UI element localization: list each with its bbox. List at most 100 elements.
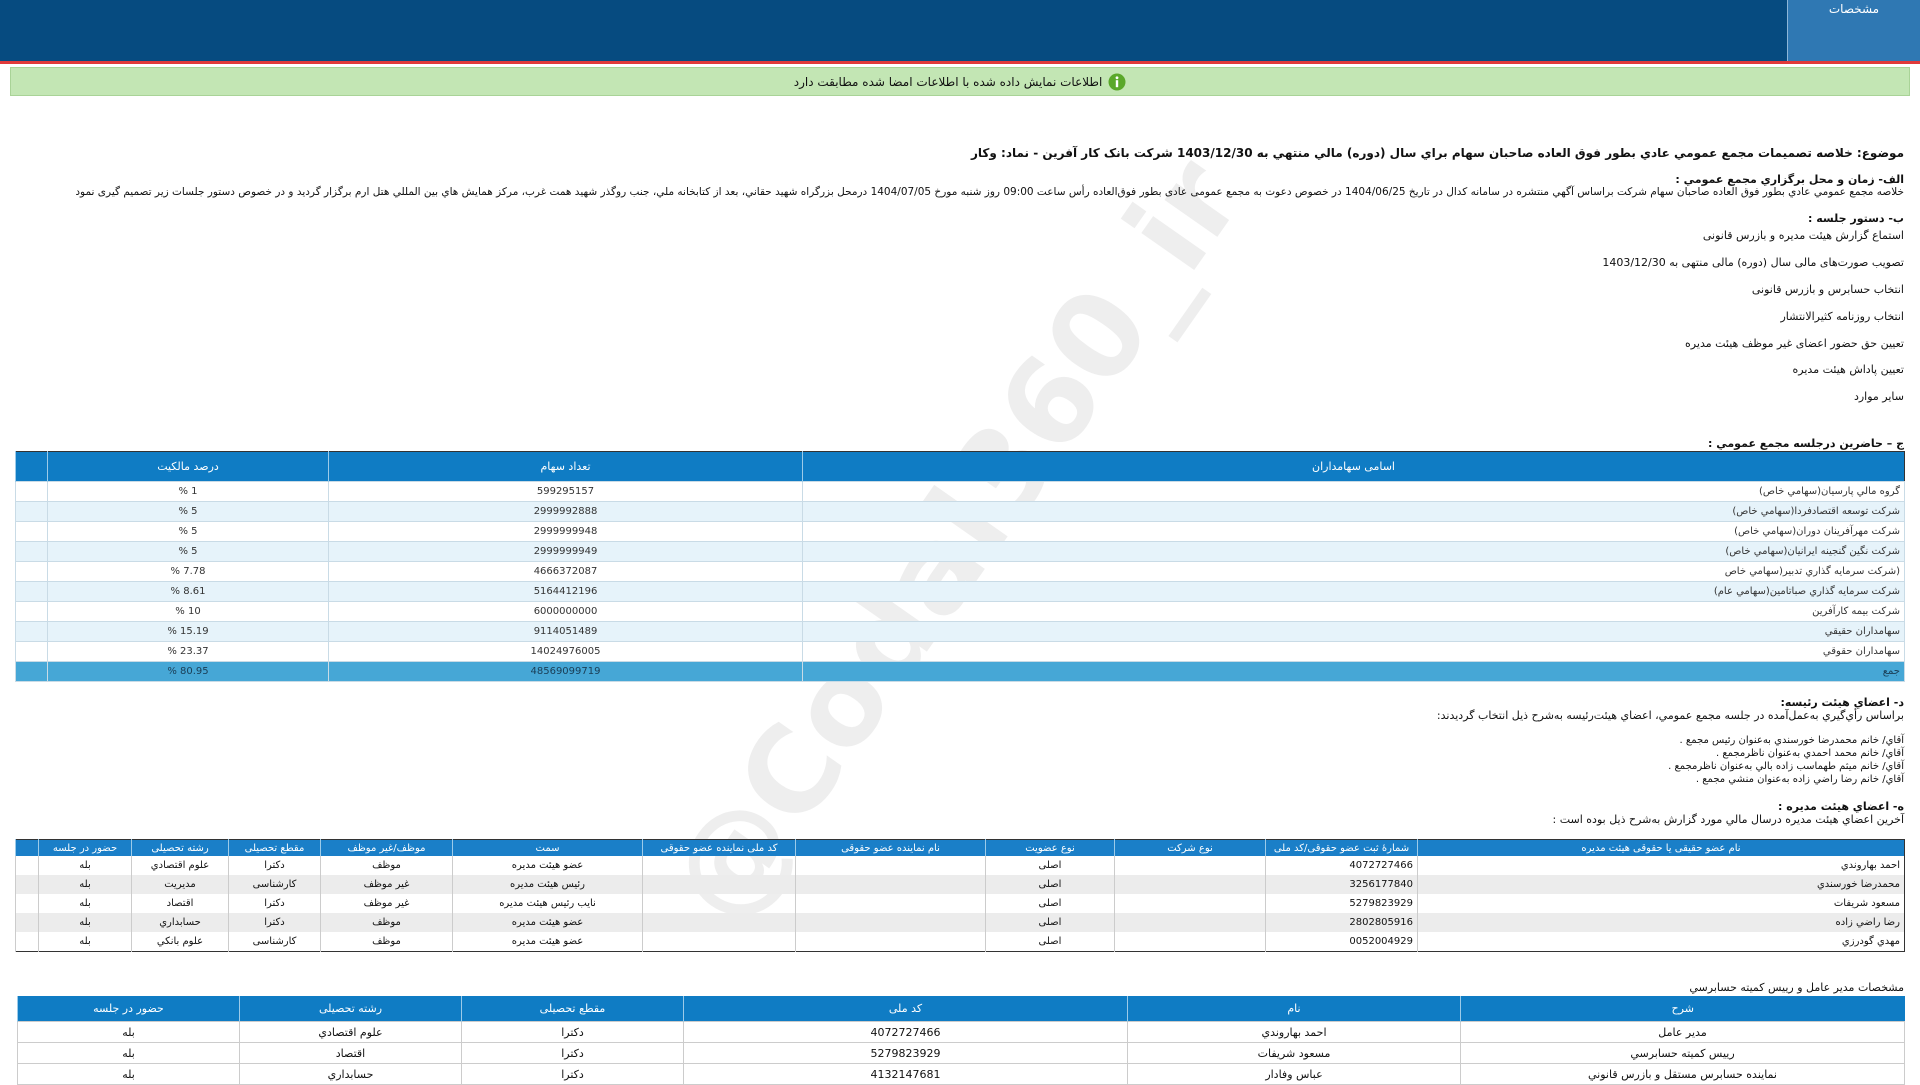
table-cell — [642, 932, 796, 952]
notice-text: اطلاعات نمایش داده شده با اطلاعات امضا ش… — [793, 74, 1103, 89]
top-bar — [0, 0, 1920, 64]
table-cell: مديريت — [131, 875, 229, 894]
table-cell: بله — [17, 1063, 240, 1085]
table-cell — [1114, 913, 1266, 932]
table-row: شرکت بيمه کارآفرين 6000000000 10 % — [15, 601, 1905, 622]
table-row: شرکت نگين گنجينه ايرانيان(سهامي خاص) 2999… — [15, 541, 1905, 562]
blank-cell — [15, 894, 39, 913]
verification-notice: اطلاعات نمایش داده شده با اطلاعات امضا ش… — [10, 67, 1910, 96]
table-cell: سهامداران حقوقي — [802, 641, 1905, 662]
table-cell: 599295157 — [328, 481, 803, 502]
column-header: رشته تحصیلی — [131, 839, 229, 856]
table-cell: 5279823929 — [1265, 894, 1418, 913]
presiding-member: آقاي/ خانم ميثم طهماسب زاده بالي به‌عنوا… — [1668, 761, 1904, 772]
board-table: نام عضو حقیقی یا حقوقی هیئت مدیره شمارۀ ث… — [15, 839, 1905, 952]
table-cell: رييس کميته حسابرسي — [1460, 1042, 1905, 1064]
table-cell: موظف — [320, 913, 453, 932]
table-row: محمدرضا خورسندي 3256177840 اصلی رئیس هیئت م… — [15, 875, 1905, 894]
table-cell: دکترا — [461, 1021, 684, 1043]
column-header: درصد مالکیت — [47, 451, 329, 482]
table-cell: اصلی — [985, 875, 1115, 894]
table-cell: گروه مالي پارسيان(سهامي خاص) — [802, 481, 1905, 502]
management-title: مشخصات مدير عامل و رييس کميته حسابرسي — [1689, 981, 1904, 994]
table-cell: موظف — [320, 932, 453, 952]
blank-cell — [15, 601, 48, 622]
table-cell — [642, 894, 796, 913]
agenda-item: استماع گزارش هیئت مدیره و بازرس قانونی — [1702, 229, 1904, 242]
blank-cell — [15, 521, 48, 542]
table-cell: (شرکت سرمايه گذاري تدبير(سهامي خاص — [802, 561, 1905, 582]
table-cell: مسعود شريفات — [1127, 1042, 1461, 1064]
table-cell: مهدي گودرزي — [1417, 932, 1905, 952]
table-cell: 2802805916 — [1265, 913, 1418, 932]
table-cell — [1114, 932, 1266, 952]
table-cell: سهامداران حقيقي — [802, 621, 1905, 642]
table-cell: حسابداري — [131, 913, 229, 932]
blank-cell — [15, 481, 48, 502]
section-e-title: ه- اعضاي هيئت مديره : — [1778, 800, 1904, 813]
table-row: شركت توسعه اقتصادفردا(سهامي خاص) 29999928… — [15, 501, 1905, 522]
table-cell: غیر موظف — [320, 894, 453, 913]
table-cell: احمد بهاروندي — [1127, 1021, 1461, 1043]
blank-header — [15, 839, 39, 856]
table-cell: دکترا — [228, 856, 321, 875]
table-cell: 6000000000 — [328, 601, 803, 622]
table-row: (شرکت سرمايه گذاري تدبير(سهامي خاص 466637… — [15, 561, 1905, 582]
table-cell: 2999992888 — [328, 501, 803, 522]
table-cell: دکترا — [228, 894, 321, 913]
table-cell: اقتصاد — [239, 1042, 462, 1064]
table-cell: محمدرضا خورسندي — [1417, 875, 1905, 894]
blank-cell — [15, 932, 39, 952]
agenda-item: تعیین پاداش هیئت مدیره — [1792, 363, 1904, 376]
section-a-title: الف- زمان و محل برگزاري مجمع عمومي : — [1675, 173, 1904, 186]
table-cell: 9114051489 — [328, 621, 803, 642]
blank-cell — [15, 581, 48, 602]
agenda-item: انتخاب روزنامه کثیرالانتشار — [1780, 310, 1904, 323]
table-cell: 3256177840 — [1265, 875, 1418, 894]
table-cell: نماينده حسابرس مستقل و بازرس قانوني — [1460, 1063, 1905, 1085]
section-d-title: د- اعضاي هيئت رئيسه: — [1780, 696, 1904, 709]
table-row: مدير عامل احمد بهاروندي 4072727466 دکترا علو… — [17, 1021, 1905, 1043]
table-cell: کارشناسی — [228, 875, 321, 894]
table-cell: 23.37 % — [47, 641, 329, 662]
table-cell: 4072727466 — [1265, 856, 1418, 875]
table-cell: 80.95 % — [47, 661, 329, 682]
table-cell: عضو هیئت مدیره — [452, 932, 643, 952]
table-cell: 7.78 % — [47, 561, 329, 582]
table-cell: 15.19 % — [47, 621, 329, 642]
blank-cell — [15, 875, 39, 894]
table-cell — [1114, 875, 1266, 894]
table-cell: دکترا — [228, 913, 321, 932]
column-header: مقطع تحصیلی — [228, 839, 321, 856]
blank-cell — [15, 621, 48, 642]
column-header: سمت — [452, 839, 643, 856]
table-cell: 48569099719 — [328, 661, 803, 682]
table-cell — [795, 856, 986, 875]
blank-cell — [15, 856, 39, 875]
table-cell: بله — [38, 894, 132, 913]
column-header: نام — [1127, 996, 1461, 1022]
section-c-title: ج – حاضرين درجلسه مجمع عمومي : — [1708, 437, 1904, 450]
shareholders-table: اسامی سهامداران تعداد سهام درصد مالکیت گروه… — [15, 451, 1905, 682]
table-row: جمع 48569099719 80.95 % — [15, 661, 1905, 682]
presiding-member: آقاي/ خانم محمد احمدي به‌عنوان ناظرمجمع … — [1715, 748, 1904, 759]
table-cell: شركت توسعه اقتصادفردا(سهامي خاص) — [802, 501, 1905, 522]
table-cell: 8.61 % — [47, 581, 329, 602]
table-cell: عباس وفادار — [1127, 1063, 1461, 1085]
details-tab[interactable]: مشخصات — [1787, 0, 1920, 61]
table-cell: شرکت نگين گنجينه ايرانيان(سهامي خاص) — [802, 541, 1905, 562]
blank-cell — [15, 561, 48, 582]
table-row: احمد بهاروندي 4072727466 اصلی عضو هیئت مدیر… — [15, 856, 1905, 875]
table-cell: 0052004929 — [1265, 932, 1418, 952]
table-cell: کارشناسی — [228, 932, 321, 952]
column-header: نوع شرکت — [1114, 839, 1266, 856]
table-cell: 14024976005 — [328, 641, 803, 662]
agenda-item: تعیین حق حضور اعضای غیر موظف هیئت مدیره — [1685, 337, 1904, 350]
table-cell: دکترا — [461, 1063, 684, 1085]
table-row: سهامداران حقيقي 9114051489 15.19 % — [15, 621, 1905, 642]
column-header: حضور در جلسه — [38, 839, 132, 856]
presiding-member: آقاي/ خانم رضا راضي زاده به‌عنوان منشي م… — [1695, 774, 1904, 785]
table-cell: موظف — [320, 856, 453, 875]
table-row: سهامداران حقوقي 14024976005 23.37 % — [15, 641, 1905, 662]
